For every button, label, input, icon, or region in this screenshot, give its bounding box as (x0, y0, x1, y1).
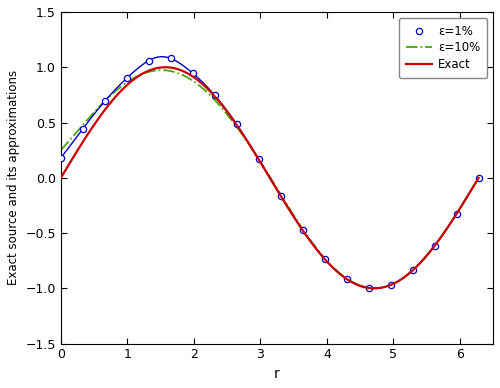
ε=1% (256, 157, 262, 161)
ε=10% (468, 189, 473, 194)
ε=1% (344, 277, 349, 281)
ε=10% (476, 175, 482, 180)
X-axis label: r: r (274, 367, 280, 381)
ε=10% (158, 68, 164, 73)
Exact (476, 175, 482, 180)
ε=1% (476, 175, 482, 180)
Exact (371, 286, 377, 291)
ε=1% (234, 122, 240, 127)
Exact (285, 205, 291, 210)
ε=1% (432, 243, 438, 248)
ε=1% (366, 286, 372, 290)
ε=1% (300, 228, 306, 232)
ε=1% (322, 257, 328, 262)
ε=10% (308, 238, 314, 242)
ε=10% (402, 274, 408, 279)
ε=1% (168, 56, 174, 61)
ε=1% (146, 58, 152, 63)
Exact (402, 274, 408, 279)
Exact (257, 159, 263, 164)
ε=1% (124, 76, 130, 80)
Exact (162, 65, 168, 69)
Exact (308, 239, 314, 244)
ε=1% (454, 211, 460, 216)
Y-axis label: Exact source and its approximations: Exact source and its approximations (7, 70, 20, 285)
ε=1% (410, 268, 416, 273)
Exact (260, 164, 266, 168)
Line: ε=10%: ε=10% (61, 70, 478, 288)
Exact (58, 175, 64, 180)
ε=1% (190, 71, 196, 76)
ε=10% (260, 163, 266, 168)
Legend: ε=1%, ε=10%, Exact: ε=1%, ε=10%, Exact (399, 18, 487, 78)
ε=10% (371, 286, 377, 291)
ε=1% (278, 193, 283, 198)
ε=1% (58, 156, 64, 160)
ε=10% (285, 204, 291, 208)
ε=10% (58, 148, 64, 152)
ε=1% (212, 93, 218, 97)
Exact (468, 189, 473, 194)
Line: ε=1%: ε=1% (58, 55, 482, 291)
ε=1% (102, 99, 108, 104)
ε=1% (388, 282, 394, 287)
ε=10% (257, 159, 263, 164)
ε=1% (80, 126, 86, 131)
Line: Exact: Exact (61, 67, 478, 288)
